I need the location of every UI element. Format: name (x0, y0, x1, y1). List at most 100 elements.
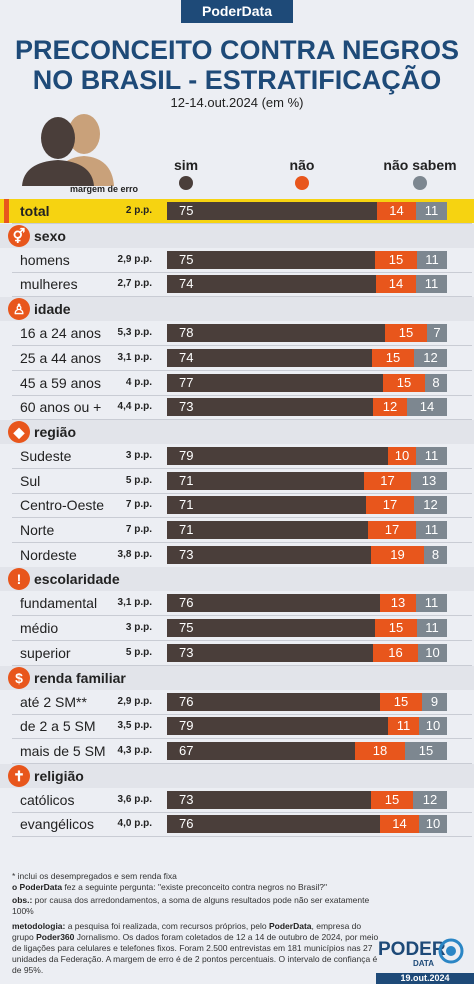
section-4: ! escolaridade (0, 567, 474, 592)
row-divider (12, 762, 472, 764)
stacked-bar: 76 14 10 (167, 815, 447, 834)
bar-segment-nao: 15 (372, 348, 414, 367)
row-margin: 3,1 p.p. (117, 597, 152, 609)
section-title: idade (34, 301, 71, 318)
bar-row: até 2 SM** 2,9 p.p. 76 15 9 (0, 690, 474, 714)
stacked-bar: 67 18 15 (167, 741, 447, 760)
legend-nao-sabem-dot (413, 176, 427, 190)
row-label: mais de 5 SM (20, 742, 106, 759)
section-title: escolaridade (34, 571, 120, 588)
row-margin: 5,3 p.p. (117, 327, 152, 339)
people-silhouette-icon (22, 114, 114, 186)
stacked-bar: 71 17 11 (167, 521, 447, 539)
row-divider (12, 467, 472, 469)
row-label: fundamental (20, 595, 98, 612)
row-divider (12, 369, 472, 371)
bar-row: 16 a 24 anos 5,3 p.p. 78 15 7 (0, 321, 474, 345)
row-margin: 2,9 p.p. (117, 695, 152, 707)
stacked-bar: 71 17 12 (167, 496, 447, 515)
legend-sim-label: sim (173, 157, 199, 173)
bar-segment-sim: 75 (167, 202, 377, 220)
bar-segment-nao: 17 (364, 471, 411, 490)
bar-row: Norte 7 p.p. 71 17 11 (0, 518, 474, 542)
bar-row: Centro-Oeste 7 p.p. 71 17 12 (0, 493, 474, 517)
bar-segment-nao-sabem: 11 (416, 275, 447, 294)
stacked-bar: 79 10 11 (167, 446, 447, 465)
note-obs: obs.: por causa dos arredondamentos, a s… (12, 895, 370, 916)
bar-segment-nao: 15 (383, 373, 425, 392)
row-divider (12, 566, 472, 568)
bar-segment-nao-sabem: 14 (407, 398, 447, 417)
row-divider (12, 615, 472, 617)
row-margin: 3,6 p.p. (117, 793, 152, 805)
bar-segment-nao: 14 (376, 275, 416, 294)
stacked-bar: 73 19 8 (167, 545, 447, 564)
stacked-bar: 71 17 13 (167, 471, 447, 490)
bar-segment-sim: 74 (167, 348, 372, 367)
stacked-bar: 75 15 11 (167, 250, 447, 269)
section-title: renda familiar (34, 669, 126, 686)
legend-nao-dot (295, 176, 309, 190)
row-divider (12, 713, 472, 715)
bar-row: mulheres 2,7 p.p. 74 14 11 (0, 272, 474, 296)
row-divider (12, 664, 472, 666)
title-line-2: NO BRASIL - ESTRATIFICAÇÃO (32, 65, 442, 95)
bar-row: mais de 5 SM 4,3 p.p. 67 18 15 (0, 739, 474, 763)
bar-segment-sim: 73 (167, 545, 371, 564)
bar-row: Nordeste 3,8 p.p. 73 19 8 (0, 543, 474, 567)
note-2: o PoderData fez a seguinte pergunta: "ex… (12, 882, 328, 892)
row-divider (12, 517, 472, 519)
section-2: ♙ idade (0, 297, 474, 322)
row-label: mulheres (20, 276, 78, 293)
bar-segment-sim: 73 (167, 398, 373, 417)
bar-segment-nao-sabem: 12 (414, 348, 447, 367)
bar-row: superior 5 p.p. 73 16 10 (0, 641, 474, 665)
bar-segment-sim: 79 (167, 717, 388, 736)
row-label: 16 a 24 anos (20, 325, 101, 342)
bar-row: de 2 a 5 SM 3,5 p.p. 79 11 10 (0, 714, 474, 738)
person-icon: ♙ (8, 298, 30, 321)
bar-row: católicos 3,6 p.p. 73 15 12 (0, 788, 474, 812)
row-label: 25 a 44 anos (20, 349, 101, 366)
row-divider (12, 738, 472, 740)
row-margin: 3,8 p.p. (117, 548, 152, 560)
row-margin: 4,4 p.p. (117, 401, 152, 413)
legend-nao-sabem-label: não sabem (383, 157, 457, 173)
bar-row: total 2 p.p. 75 14 11 (0, 199, 474, 223)
row-label: Sul (20, 472, 41, 489)
row-divider (12, 836, 472, 838)
section-5: $ renda familiar (0, 665, 474, 690)
bar-segment-sim: 76 (167, 815, 380, 834)
row-margin: 4,0 p.p. (117, 818, 152, 830)
cross-icon: ✝ (8, 764, 30, 787)
row-divider (12, 394, 472, 396)
bar-segment-sim: 71 (167, 521, 368, 539)
stacked-bar: 75 14 11 (167, 202, 447, 220)
row-divider (12, 419, 472, 421)
row-margin: 3 p.p. (125, 622, 152, 634)
poderdata-logo: PODER DATA (378, 938, 464, 968)
footnotes: * inclui os desempregados e sem renda fi… (12, 871, 382, 976)
bar-segment-nao-sabem: 8 (425, 373, 447, 392)
row-margin: 5 p.p. (125, 646, 152, 658)
stacked-bar: 76 15 9 (167, 692, 447, 711)
row-label: total (20, 203, 50, 219)
legend-nao-label: não (289, 157, 315, 173)
title-line-1: PRECONCEITO CONTRA NEGROS (14, 35, 460, 65)
bar-segment-nao: 15 (375, 619, 417, 638)
row-margin: 3 p.p. (125, 449, 152, 461)
section-6: ✝ religião (0, 763, 474, 788)
bar-row: Sul 5 p.p. 71 17 13 (0, 469, 474, 493)
bar-segment-nao-sabem: 11 (416, 202, 447, 220)
bar-row: evangélicos 4,0 p.p. 76 14 10 (0, 812, 474, 836)
bar-segment-nao-sabem: 12 (414, 496, 447, 515)
row-margin: 2,9 p.p. (117, 253, 152, 265)
bar-segment-nao-sabem: 15 (405, 741, 447, 760)
bar-segment-nao: 16 (373, 643, 418, 662)
gender-icon: ⚥ (8, 224, 30, 247)
section-1: ⚥ sexo (0, 223, 474, 248)
bar-segment-nao-sabem: 8 (424, 545, 447, 564)
row-divider (12, 345, 472, 347)
bar-segment-nao: 19 (371, 545, 424, 564)
row-divider (12, 296, 472, 298)
